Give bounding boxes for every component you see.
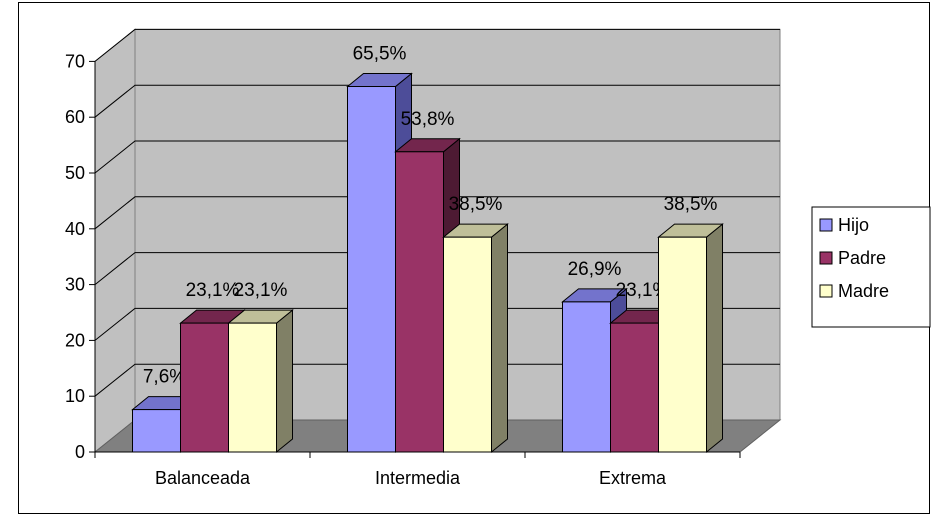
data-label: 53,8% [401,109,455,130]
bar [347,86,396,453]
gridline [94,196,780,230]
bar [658,236,707,453]
side-wall [94,28,136,454]
y-tick-label: 0 [75,442,85,462]
bar [132,409,181,453]
gridline [94,84,780,118]
x-tick-label: Extrema [599,468,667,488]
bar-side [491,223,508,454]
gridline [94,252,780,285]
data-label: 65,5% [353,44,407,65]
legend-swatch [819,284,833,298]
bar [395,151,444,453]
x-tick-label: Balanceada [155,468,251,488]
bar [180,322,229,453]
bar-side [706,223,723,454]
data-label: 23,1% [234,280,288,301]
bar-side [276,309,293,454]
legend-label: Padre [838,248,886,268]
data-label: 23,1% [186,280,240,301]
legend-label: Hijo [838,215,869,235]
data-label: 38,5% [664,194,718,215]
y-tick-label: 30 [65,275,85,295]
bar [228,322,277,453]
bar [443,236,492,453]
gridline [94,28,780,62]
data-label: 38,5% [449,194,503,215]
gridline [94,140,780,174]
legend-swatch [819,251,833,265]
y-tick-label: 40 [65,219,85,239]
data-label: 23,1% [616,280,670,301]
bar [562,301,611,453]
data-label: 26,9% [568,259,622,280]
y-tick-label: 10 [65,386,85,406]
data-label: 7,6% [143,367,186,388]
bar [610,322,659,453]
y-tick-label: 50 [65,163,85,183]
x-tick-label: Intermedia [375,468,461,488]
y-tick-label: 20 [65,330,85,350]
legend-swatch [819,218,833,232]
y-tick-label: 70 [65,51,85,71]
y-tick-label: 60 [65,107,85,127]
legend-label: Madre [838,281,889,301]
